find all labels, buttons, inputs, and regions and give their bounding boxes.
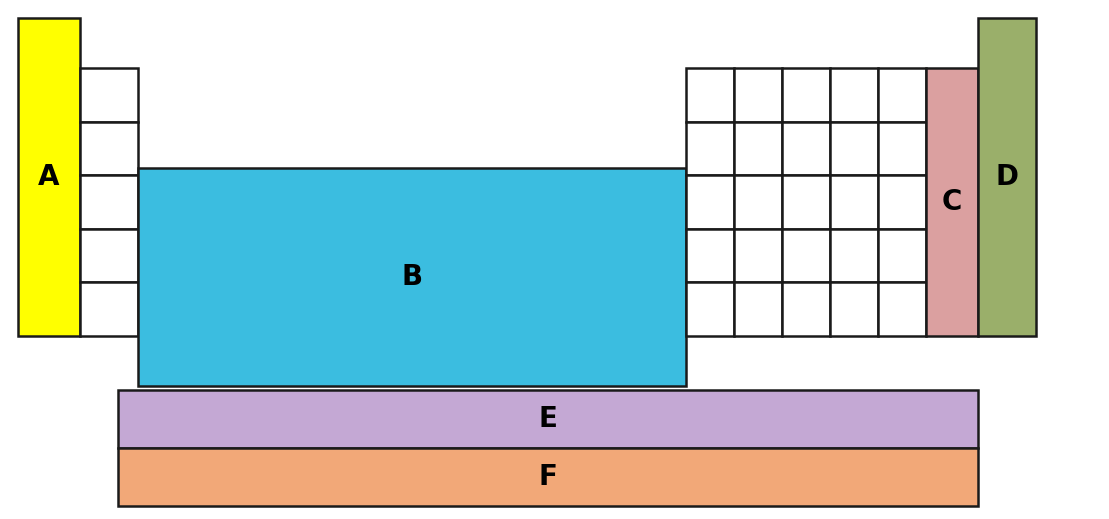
Bar bbox=[830, 121, 878, 175]
Bar bbox=[80, 282, 138, 336]
Bar bbox=[686, 282, 734, 336]
Bar bbox=[118, 390, 978, 448]
Bar bbox=[926, 68, 978, 336]
Bar bbox=[878, 121, 926, 175]
Bar bbox=[878, 229, 926, 282]
Bar bbox=[782, 229, 830, 282]
Text: C: C bbox=[942, 188, 963, 216]
Bar bbox=[734, 229, 782, 282]
Bar bbox=[782, 175, 830, 229]
Bar bbox=[978, 18, 1036, 336]
Bar bbox=[830, 175, 878, 229]
Text: B: B bbox=[401, 263, 423, 291]
Bar bbox=[878, 175, 926, 229]
Bar bbox=[734, 282, 782, 336]
Bar bbox=[734, 68, 782, 121]
Bar bbox=[782, 282, 830, 336]
Bar bbox=[686, 121, 734, 175]
Bar bbox=[782, 121, 830, 175]
Bar bbox=[686, 175, 734, 229]
Bar bbox=[80, 68, 138, 121]
Bar bbox=[138, 168, 686, 386]
Bar bbox=[830, 282, 878, 336]
Bar bbox=[686, 68, 734, 121]
Bar bbox=[878, 282, 926, 336]
Text: A: A bbox=[38, 163, 60, 191]
Text: E: E bbox=[539, 405, 558, 433]
Text: D: D bbox=[996, 163, 1018, 191]
Bar bbox=[80, 175, 138, 229]
Text: F: F bbox=[539, 463, 558, 491]
Bar bbox=[80, 229, 138, 282]
Bar bbox=[686, 229, 734, 282]
Bar bbox=[18, 18, 80, 336]
Bar bbox=[734, 175, 782, 229]
Bar bbox=[782, 68, 830, 121]
Bar bbox=[878, 68, 926, 121]
Bar bbox=[80, 121, 138, 175]
Bar bbox=[734, 121, 782, 175]
Bar bbox=[830, 229, 878, 282]
Bar bbox=[830, 68, 878, 121]
Bar bbox=[118, 448, 978, 506]
